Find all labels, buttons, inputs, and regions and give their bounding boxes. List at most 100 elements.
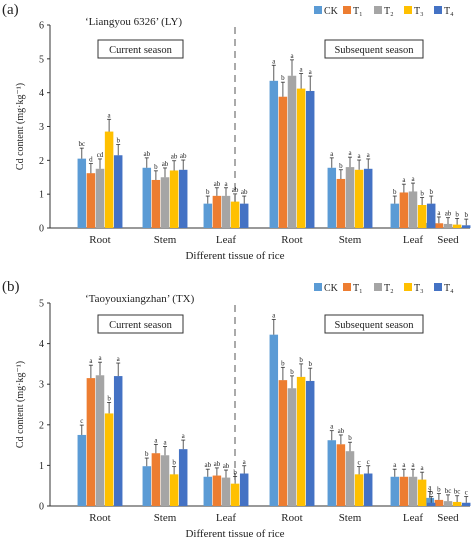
bar (104, 413, 114, 506)
season-label-current: Current season (109, 45, 172, 56)
x-tick-label: Root (89, 234, 110, 246)
significance-label: a (300, 66, 304, 74)
significance-label: ab (445, 210, 452, 218)
significance-label: ab (241, 188, 248, 196)
bar (363, 168, 373, 228)
x-tick-label: Leaf (216, 512, 236, 524)
significance-label: b (393, 188, 397, 196)
bar (287, 388, 297, 506)
bar (212, 475, 222, 506)
bar (169, 170, 179, 228)
bar (363, 473, 373, 506)
significance-label: a (411, 461, 415, 469)
season-box-current (97, 39, 184, 59)
significance-label: a (224, 180, 228, 188)
bar (434, 223, 444, 228)
bar (151, 179, 161, 228)
significance-label: a (89, 357, 93, 365)
y-tick-label: 5 (39, 54, 44, 65)
bar (269, 334, 279, 506)
x-axis-label: Different tissue of rice (185, 250, 284, 262)
significance-label: a (330, 150, 334, 158)
y-tick-label: 1 (39, 461, 44, 472)
bar (417, 204, 427, 228)
bar (178, 169, 188, 228)
panel-label: (a) (2, 2, 19, 18)
bar (336, 178, 346, 228)
y-axis-label: Cd content (mg·kg⁻¹) (15, 361, 26, 448)
y-tick-label: 0 (39, 502, 44, 513)
bar (95, 375, 105, 506)
bar (426, 203, 436, 228)
bar (230, 201, 240, 228)
significance-label: a (117, 355, 121, 363)
season-label-subsequent: Subsequent season (334, 320, 414, 331)
bar (113, 155, 123, 228)
significance-label: a (348, 149, 352, 157)
significance-label: a (367, 151, 371, 159)
bar (212, 195, 222, 228)
significance-label: b (233, 468, 237, 476)
x-tick-label: Stem (339, 512, 362, 524)
significance-label: a (411, 175, 415, 183)
x-tick-label: Leaf (216, 234, 236, 246)
bar (95, 168, 105, 228)
significance-label: ab (232, 186, 239, 194)
significance-label: b (455, 210, 459, 218)
legend-swatch (314, 283, 322, 291)
bar (399, 476, 409, 506)
significance-label: ab (214, 180, 221, 188)
bar (434, 499, 444, 506)
bar (77, 434, 87, 506)
x-tick-label: Stem (154, 234, 177, 246)
bar (77, 158, 87, 228)
x-tick-label: Leaf (403, 234, 423, 246)
significance-label: a (108, 111, 112, 119)
significance-label: d (89, 156, 93, 164)
significance-label: ab (214, 460, 221, 468)
season-box-subsequent (324, 314, 424, 334)
bar (296, 88, 306, 229)
significance-label: ab (143, 150, 150, 158)
significance-label: c (358, 459, 361, 467)
bar (345, 451, 355, 506)
bar (296, 376, 306, 506)
significance-label: c (80, 417, 83, 425)
cultivar-title: ‘Taoyouxiangzhan’ (TX) (85, 293, 195, 305)
bar (354, 474, 364, 506)
y-tick-label: 2 (39, 156, 44, 167)
bar (305, 90, 315, 228)
season-label-subsequent: Subsequent season (334, 45, 414, 56)
legend-label: T₃ (414, 283, 424, 294)
significance-label: a (182, 432, 186, 440)
bar (452, 224, 462, 228)
significance-label: b (420, 189, 424, 197)
significance-label: ab (162, 160, 169, 168)
x-tick-label: Stem (339, 234, 362, 246)
bar (86, 378, 96, 506)
bar (443, 223, 453, 228)
bar (142, 167, 152, 228)
y-tick-label: 0 (39, 224, 44, 235)
x-tick-label: Root (89, 512, 110, 524)
legend-label: T₄ (444, 283, 454, 294)
significance-label: ab (180, 152, 187, 160)
y-axis-label: Cd content (mg·kg⁻¹) (15, 83, 26, 170)
significance-label: a (154, 436, 158, 444)
significance-label: b (172, 459, 176, 467)
bar (408, 476, 418, 506)
significance-label: b (308, 360, 312, 368)
bar (230, 483, 240, 506)
bar (305, 380, 315, 506)
chart-panel-1: (a) ‘Liangyou 6326’ (LY) 0 1 2 3 4 5 6 Cd content… (2, 2, 471, 262)
significance-label: a (402, 176, 406, 184)
bar (408, 191, 418, 228)
significance-label: a (330, 423, 334, 431)
significance-label: ab (223, 462, 230, 470)
season-box-current (97, 314, 184, 334)
season-label-current: Current season (109, 320, 172, 331)
bar (278, 96, 288, 228)
bar (399, 192, 409, 228)
bar (417, 479, 427, 506)
legend-label: T₄ (444, 6, 454, 17)
